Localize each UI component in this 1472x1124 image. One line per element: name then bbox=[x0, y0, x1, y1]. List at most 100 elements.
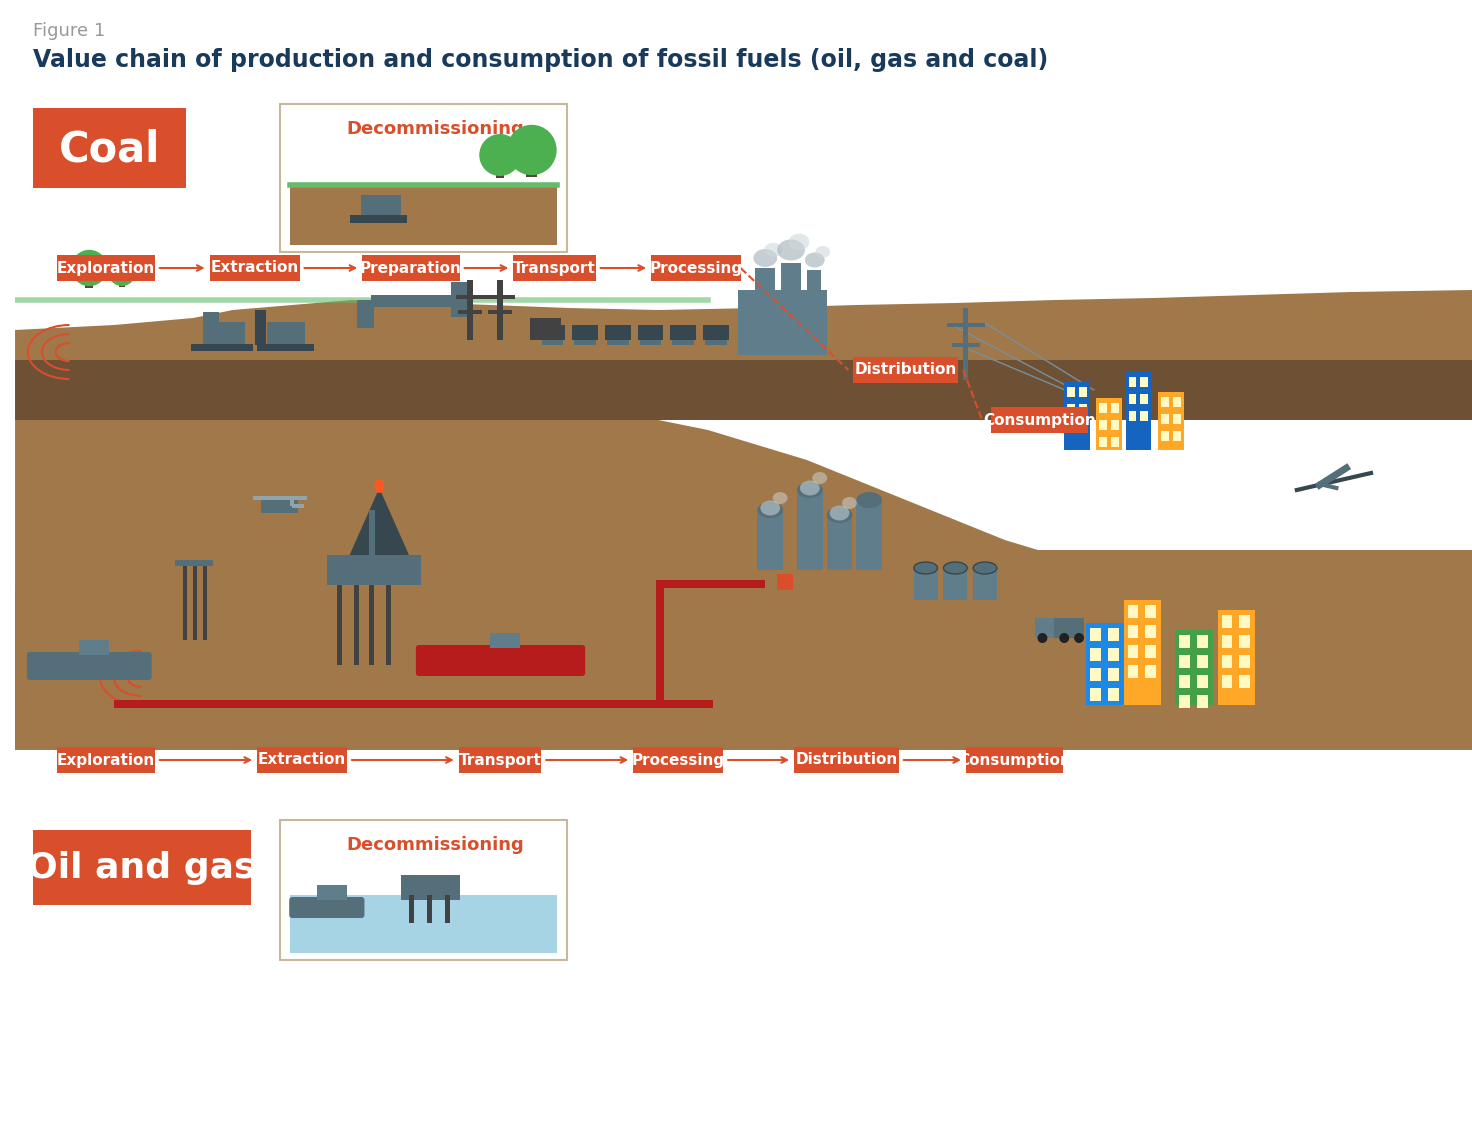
Bar bbox=[796, 490, 823, 570]
FancyBboxPatch shape bbox=[32, 830, 250, 905]
Ellipse shape bbox=[973, 562, 997, 574]
Ellipse shape bbox=[374, 479, 384, 493]
Bar bbox=[530, 318, 561, 339]
Bar bbox=[290, 185, 558, 245]
Bar bbox=[203, 312, 219, 324]
Bar bbox=[1108, 649, 1119, 661]
Bar bbox=[1111, 437, 1119, 447]
Bar bbox=[113, 700, 712, 708]
FancyBboxPatch shape bbox=[854, 357, 958, 383]
Bar bbox=[1239, 615, 1250, 628]
FancyBboxPatch shape bbox=[280, 821, 567, 960]
Bar bbox=[1197, 676, 1207, 688]
Bar bbox=[291, 504, 305, 508]
Bar bbox=[1042, 618, 1083, 638]
Bar bbox=[386, 583, 392, 665]
Bar bbox=[1079, 404, 1086, 414]
Bar bbox=[1100, 420, 1107, 430]
Bar bbox=[1222, 615, 1232, 628]
Polygon shape bbox=[15, 575, 658, 750]
Bar bbox=[755, 268, 776, 293]
Bar bbox=[914, 568, 938, 600]
Bar bbox=[184, 565, 187, 640]
Bar bbox=[1126, 372, 1151, 450]
Bar bbox=[1179, 635, 1189, 649]
Bar bbox=[1145, 665, 1157, 678]
Bar bbox=[657, 580, 765, 588]
Bar bbox=[1145, 645, 1157, 658]
Ellipse shape bbox=[827, 507, 852, 523]
Bar bbox=[362, 194, 400, 217]
Ellipse shape bbox=[758, 502, 783, 518]
Bar bbox=[290, 498, 294, 506]
Bar bbox=[1123, 600, 1161, 705]
Text: Decommissioning: Decommissioning bbox=[346, 836, 524, 854]
Bar bbox=[777, 574, 793, 590]
Text: Extraction: Extraction bbox=[210, 261, 299, 275]
FancyBboxPatch shape bbox=[289, 897, 365, 918]
Bar bbox=[193, 565, 197, 640]
Bar bbox=[1222, 676, 1232, 688]
Bar bbox=[1179, 695, 1189, 708]
Bar bbox=[1108, 628, 1119, 641]
Bar bbox=[455, 294, 486, 299]
Bar bbox=[1197, 695, 1207, 708]
Bar bbox=[1067, 422, 1075, 430]
Bar bbox=[256, 344, 314, 351]
Bar bbox=[1086, 623, 1123, 705]
Polygon shape bbox=[15, 550, 1472, 750]
Bar bbox=[496, 155, 505, 178]
Bar bbox=[952, 343, 980, 347]
Ellipse shape bbox=[830, 506, 849, 520]
Text: Coal: Coal bbox=[59, 128, 160, 170]
Bar bbox=[973, 568, 997, 600]
Bar bbox=[704, 325, 729, 339]
Bar bbox=[1079, 387, 1086, 397]
Text: Value chain of production and consumption of fossil fuels (oil, gas and coal): Value chain of production and consumptio… bbox=[32, 48, 1048, 72]
Bar bbox=[1095, 398, 1122, 450]
FancyBboxPatch shape bbox=[966, 747, 1063, 773]
Bar bbox=[253, 496, 308, 500]
Bar bbox=[1129, 395, 1136, 404]
Circle shape bbox=[1038, 633, 1048, 643]
Bar bbox=[409, 895, 414, 923]
Ellipse shape bbox=[761, 500, 780, 516]
Bar bbox=[337, 583, 342, 665]
Bar bbox=[450, 282, 468, 317]
Bar bbox=[1145, 605, 1157, 618]
Bar bbox=[1158, 392, 1183, 450]
Bar bbox=[948, 323, 985, 327]
Text: Exploration: Exploration bbox=[57, 752, 155, 768]
Bar bbox=[1079, 422, 1086, 430]
Text: Transport: Transport bbox=[514, 261, 596, 275]
Ellipse shape bbox=[799, 480, 820, 496]
Polygon shape bbox=[15, 360, 1472, 420]
Bar bbox=[371, 294, 455, 307]
Circle shape bbox=[1060, 633, 1069, 643]
Bar bbox=[1035, 618, 1054, 638]
Bar bbox=[369, 583, 374, 665]
Bar bbox=[670, 325, 696, 339]
FancyBboxPatch shape bbox=[258, 747, 347, 773]
Bar bbox=[489, 310, 512, 314]
Bar bbox=[1129, 411, 1136, 422]
Polygon shape bbox=[349, 488, 409, 555]
Ellipse shape bbox=[764, 243, 782, 257]
Bar bbox=[807, 270, 821, 292]
Bar bbox=[353, 583, 359, 665]
Ellipse shape bbox=[773, 492, 788, 504]
Bar bbox=[1067, 404, 1075, 414]
Bar bbox=[1217, 610, 1256, 705]
Bar bbox=[268, 321, 305, 344]
Bar bbox=[79, 640, 109, 655]
Ellipse shape bbox=[107, 259, 135, 285]
FancyBboxPatch shape bbox=[793, 747, 899, 773]
Ellipse shape bbox=[857, 492, 882, 508]
Bar bbox=[356, 300, 374, 328]
Bar bbox=[782, 263, 801, 293]
Ellipse shape bbox=[480, 134, 521, 176]
Text: Consumption: Consumption bbox=[958, 752, 1072, 768]
Bar bbox=[1089, 628, 1101, 641]
Bar bbox=[944, 568, 967, 600]
Bar bbox=[490, 633, 520, 649]
